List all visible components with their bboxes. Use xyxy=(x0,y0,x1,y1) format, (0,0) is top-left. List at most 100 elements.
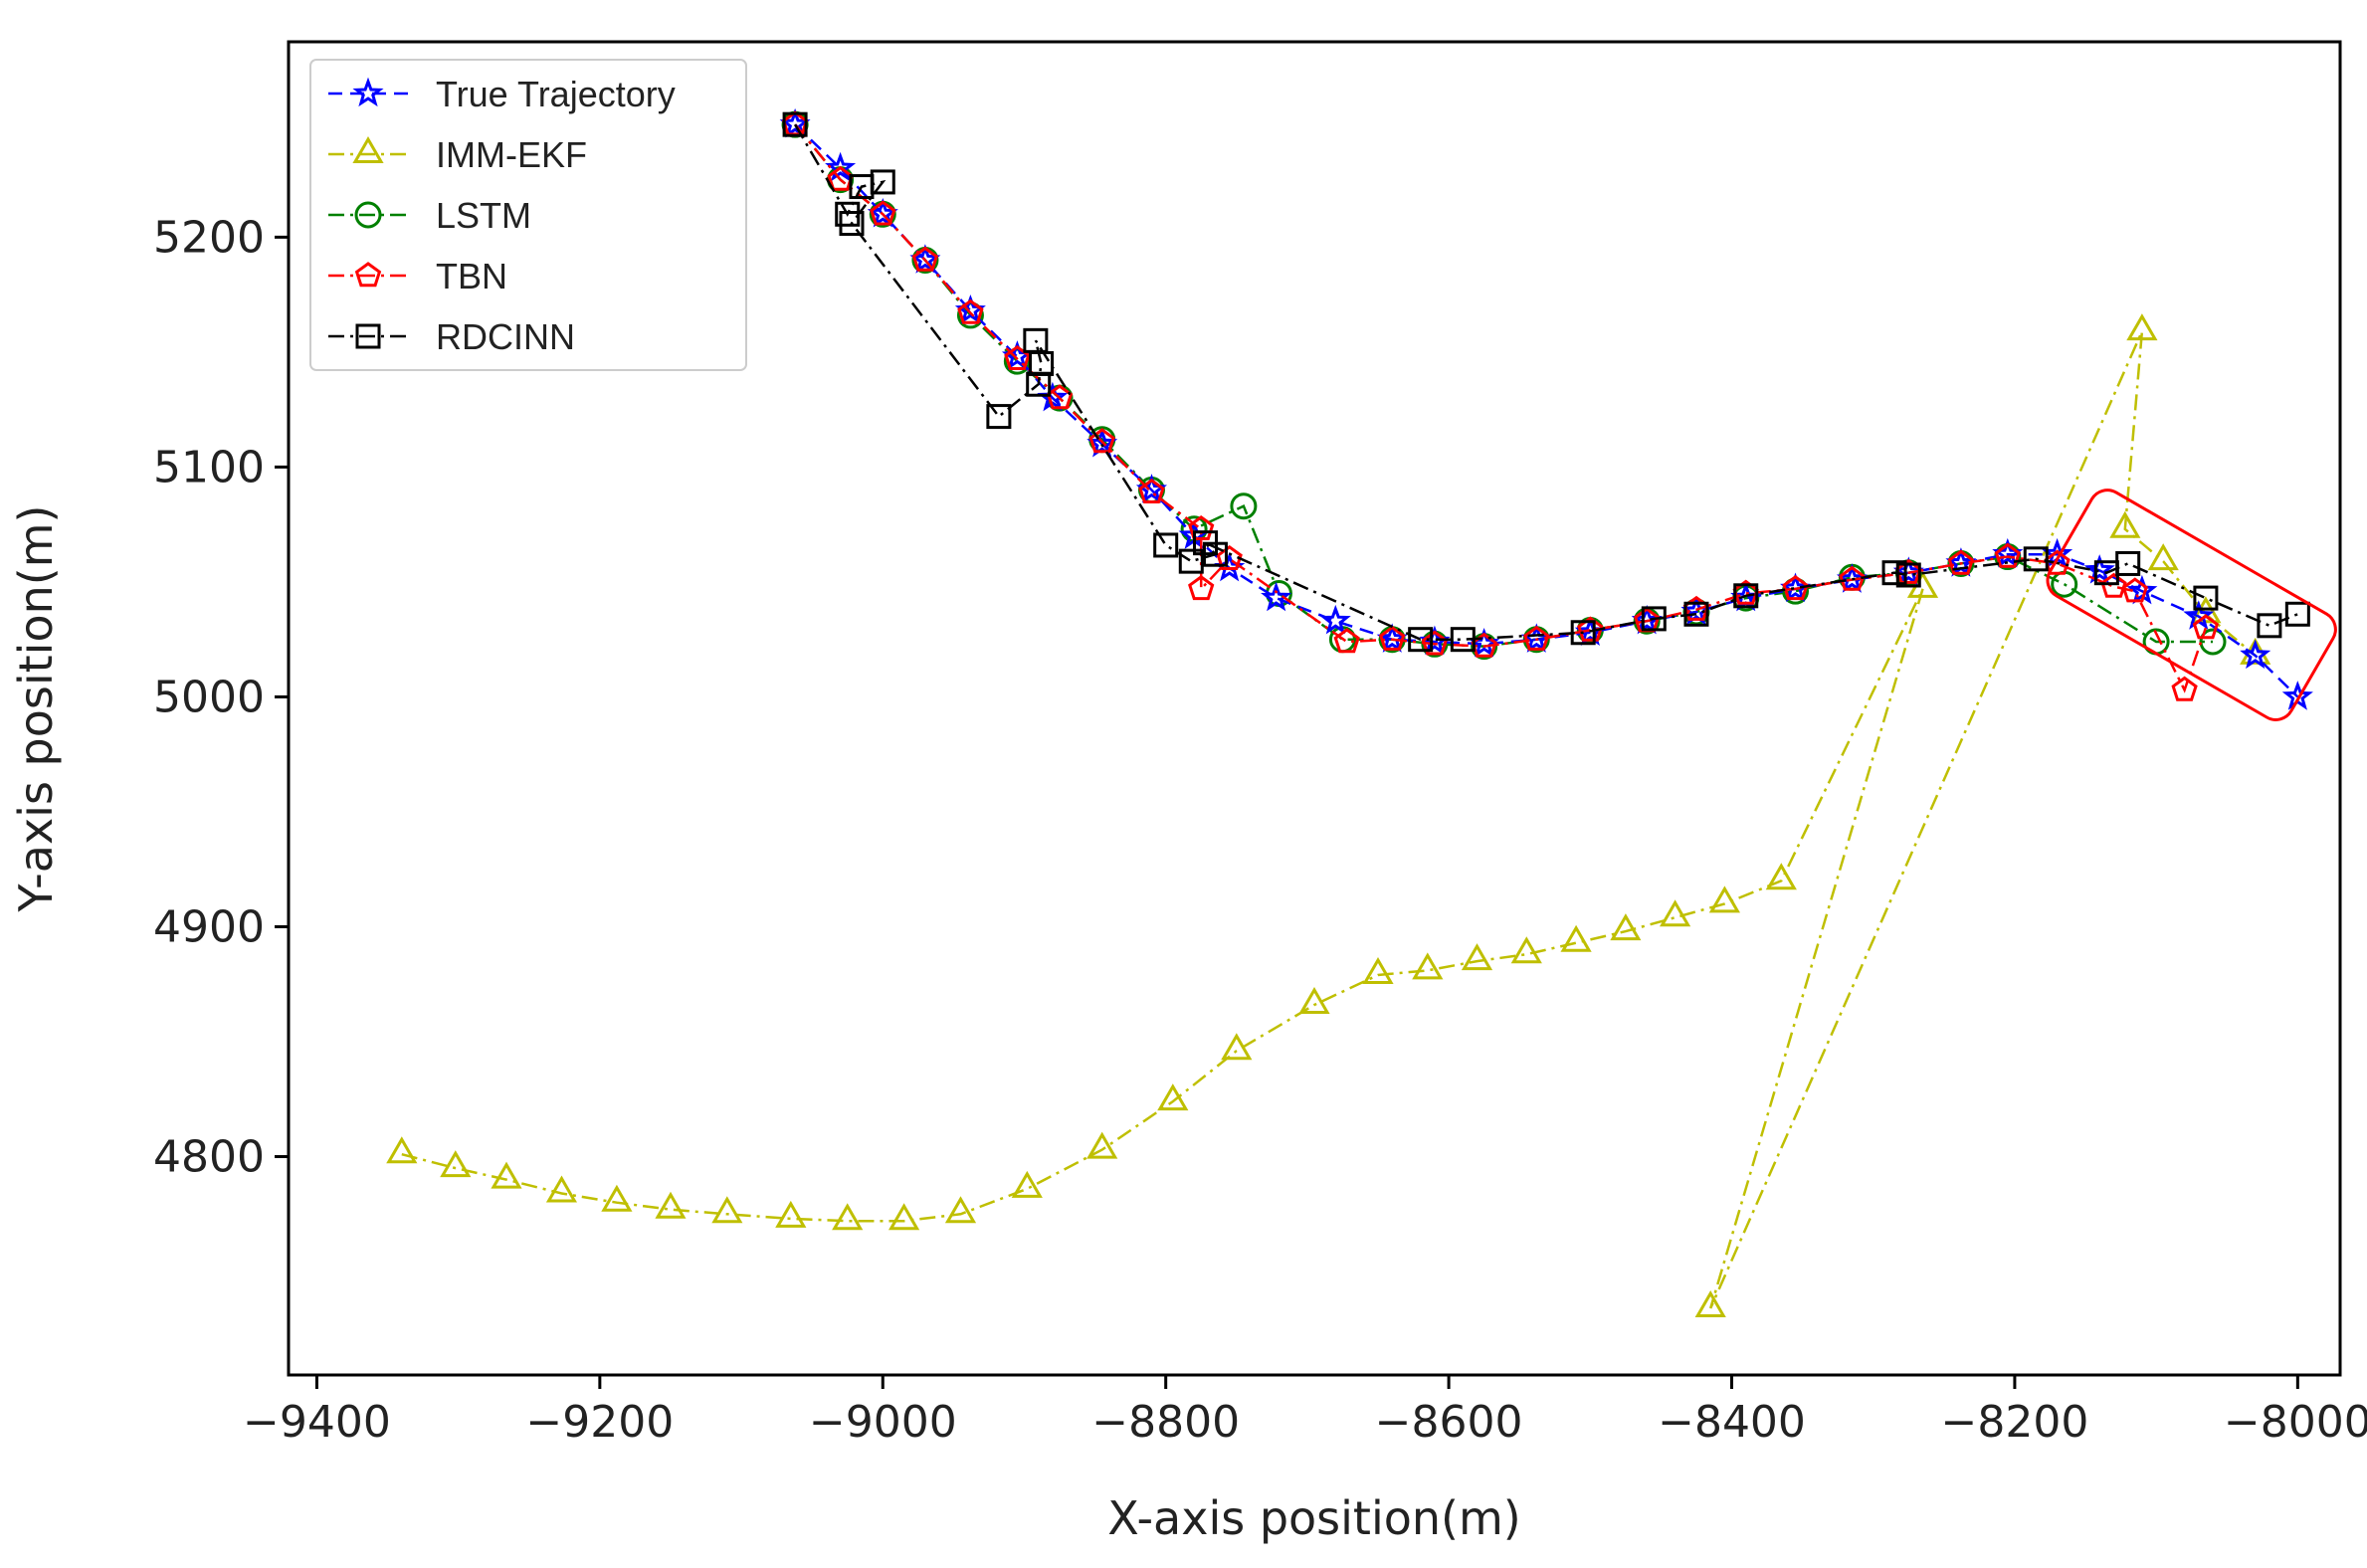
data-point-star xyxy=(909,244,941,274)
x-tick-label: −8400 xyxy=(1658,1397,1806,1448)
data-point-square xyxy=(1881,560,1907,586)
legend-item: True Trajectory xyxy=(328,74,676,114)
x-tick-label: −8200 xyxy=(1941,1397,2089,1448)
data-point-circle xyxy=(1230,492,1258,520)
y-axis-label: Y-axis position(m) xyxy=(9,505,63,913)
legend-items: True Trajectory IMM-EKF LSTM TBN RDCINN xyxy=(328,74,676,357)
data-point-pentagon xyxy=(1839,565,1866,591)
data-point-pentagon xyxy=(2171,676,2198,701)
data-point-pentagon xyxy=(1577,616,1604,642)
data-point-circle xyxy=(956,301,984,329)
data-point-triangle xyxy=(2147,543,2179,571)
data-point-star xyxy=(1319,604,1351,635)
plot-area xyxy=(386,107,2337,1317)
data-point-pentagon xyxy=(1188,575,1215,601)
data-point-triangle xyxy=(1298,987,1330,1014)
data-point-triangle xyxy=(2109,510,2141,538)
data-point-triangle xyxy=(386,1136,418,1164)
series-line xyxy=(794,123,2208,693)
legend-label: TBN xyxy=(436,256,507,296)
legend-label: RDCINN xyxy=(436,316,575,357)
data-point-square xyxy=(2115,550,2141,576)
data-point-triangle xyxy=(1086,1131,1118,1159)
legend-label: IMM-EKF xyxy=(436,134,587,175)
legend-label: True Trajectory xyxy=(436,74,676,114)
data-point-star xyxy=(867,198,898,228)
data-point-triangle xyxy=(1412,952,1444,980)
data-point-pentagon xyxy=(911,246,939,272)
data-point-pentagon xyxy=(1138,478,1165,503)
y-tick-label: 4900 xyxy=(153,901,265,952)
data-point-pentagon xyxy=(2192,614,2220,640)
data-point-triangle xyxy=(655,1191,687,1219)
axes: −9400 −9200 −9000 −8800 −8600 −8400 −8200 −8000… xyxy=(9,40,2367,1545)
data-point-pentagon xyxy=(1782,575,1809,601)
data-point-square xyxy=(986,404,1012,430)
data-point-pentagon xyxy=(1188,514,1215,540)
legend-item: TBN xyxy=(328,256,507,296)
data-point-square xyxy=(870,169,895,195)
data-point-triangle xyxy=(1011,1170,1043,1198)
data-point-square xyxy=(1178,548,1204,574)
data-point-pentagon xyxy=(2121,577,2148,603)
data-point-triangle xyxy=(1694,1290,1726,1317)
x-tick-label: −8600 xyxy=(1375,1397,1523,1448)
series-lstm xyxy=(781,110,2227,661)
legend-marker xyxy=(352,77,384,107)
data-point-square xyxy=(1641,606,1667,632)
data-point-triangle xyxy=(1362,957,1394,984)
data-point-square xyxy=(1193,530,1219,556)
data-point-square xyxy=(1570,620,1596,646)
x-axis-ticks: −9400 −9200 −9000 −8800 −8600 −8400 −8200 −8000 xyxy=(243,1375,2367,1448)
data-point-pentagon xyxy=(957,298,984,324)
data-point-square xyxy=(1153,532,1179,558)
data-point-pentagon xyxy=(2100,572,2127,598)
series-line xyxy=(794,123,2213,648)
y-axis-ticks: 4800 4900 5000 5100 5200 xyxy=(153,212,289,1183)
data-point-square xyxy=(2257,613,2282,639)
data-point-pentagon xyxy=(1088,428,1115,454)
x-tick-label: −8800 xyxy=(1091,1397,1240,1448)
data-point-star xyxy=(825,151,857,182)
data-point-star xyxy=(1892,556,1924,586)
data-point-triangle xyxy=(1708,885,1740,913)
data-point-triangle xyxy=(440,1150,472,1178)
data-point-square xyxy=(1683,601,1709,627)
data-point-pentagon xyxy=(1333,628,1360,654)
legend-marker xyxy=(355,323,381,349)
data-point-pentagon xyxy=(1994,542,2021,568)
data-point-triangle xyxy=(1660,899,1691,927)
data-point-square xyxy=(1733,583,1759,609)
x-tick-label: −8000 xyxy=(2224,1397,2367,1448)
data-point-triangle xyxy=(775,1200,807,1228)
data-point-pentagon xyxy=(1947,549,1975,575)
data-point-triangle xyxy=(1461,943,1493,971)
x-axis-label: X-axis position(m) xyxy=(1107,1491,1521,1545)
data-point-square xyxy=(1023,327,1049,353)
x-tick-label: −9400 xyxy=(243,1397,391,1448)
series-imm-ekf xyxy=(386,313,2271,1317)
data-point-triangle xyxy=(711,1196,743,1224)
data-point-triangle xyxy=(1610,913,1642,941)
data-point-star xyxy=(1376,623,1408,653)
data-point-square xyxy=(2023,546,2049,572)
legend-marker xyxy=(352,136,384,163)
data-point-star xyxy=(2083,554,2115,584)
data-point-square xyxy=(2284,601,2310,627)
legend-label: LSTM xyxy=(436,195,531,236)
series-line xyxy=(401,330,2257,1309)
legend-marker xyxy=(354,201,382,229)
data-point-star xyxy=(2240,639,2271,670)
series-rdcinn xyxy=(782,111,2310,653)
series-true-trajectory xyxy=(779,107,2313,710)
data-point-triangle xyxy=(1560,924,1592,952)
data-point-pentagon xyxy=(1523,625,1550,651)
highlight-annotation-box xyxy=(2046,489,2337,721)
data-point-star xyxy=(1086,427,1118,458)
data-point-pentagon xyxy=(1379,625,1406,651)
data-point-triangle xyxy=(1221,1033,1253,1061)
data-point-square xyxy=(835,201,861,227)
y-tick-label: 4800 xyxy=(153,1132,265,1183)
data-point-triangle xyxy=(832,1203,864,1231)
